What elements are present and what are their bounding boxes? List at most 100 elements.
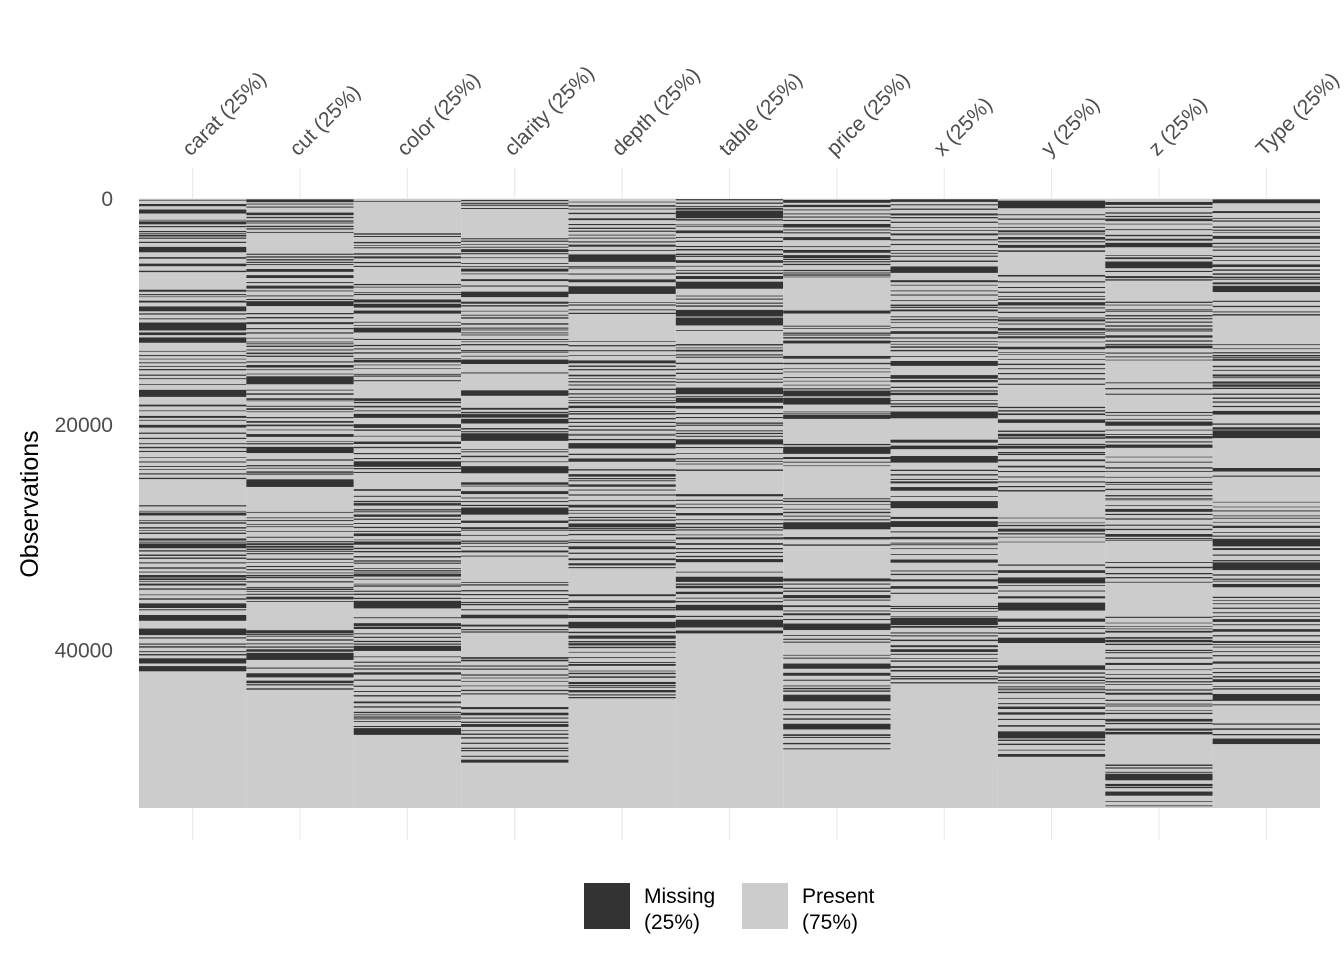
- missing-band: [461, 609, 569, 611]
- missing-band: [568, 212, 676, 215]
- missing-band: [675, 255, 784, 257]
- missing-band: [890, 290, 998, 292]
- missing-band: [461, 266, 569, 268]
- missing-band: [783, 443, 891, 446]
- missing-band: [675, 571, 784, 573]
- present-cells: [139, 199, 247, 808]
- missing-band: [783, 446, 891, 454]
- missing-band: [461, 730, 569, 732]
- missing-band: [246, 349, 354, 351]
- missing-band: [568, 378, 676, 379]
- missing-band: [997, 754, 1106, 757]
- missing-band: [139, 588, 247, 590]
- missing-band: [1105, 692, 1213, 695]
- missing-band: [568, 266, 676, 268]
- missing-band: [783, 714, 891, 716]
- missing-band: [461, 334, 569, 336]
- missing-band: [246, 225, 354, 228]
- missing-band: [675, 503, 784, 505]
- missing-band: [783, 414, 891, 419]
- missing-band: [675, 372, 784, 374]
- missing-band: [568, 539, 676, 541]
- missing-band: [353, 578, 462, 580]
- missing-band: [783, 498, 891, 500]
- missing-band: [246, 541, 354, 543]
- missing-band: [246, 253, 354, 255]
- missing-band: [461, 482, 569, 485]
- missing-band: [568, 641, 676, 643]
- missing-band: [890, 607, 998, 610]
- missing-band: [1212, 423, 1320, 425]
- missing-band: [139, 257, 247, 259]
- missing-band: [675, 559, 784, 563]
- missing-band: [353, 570, 462, 571]
- missing-band: [675, 270, 784, 271]
- missing-band: [353, 643, 462, 645]
- missing-band: [1212, 538, 1320, 547]
- missing-band: [997, 725, 1106, 727]
- missing-band: [353, 461, 462, 467]
- missing-band: [1105, 467, 1213, 469]
- missing-band: [1105, 444, 1213, 448]
- missing-band: [139, 658, 247, 664]
- missing-band: [353, 429, 462, 431]
- missing-band: [1212, 603, 1320, 605]
- missing-band: [461, 352, 569, 353]
- missing-band: [997, 731, 1106, 739]
- missing-band: [461, 624, 569, 627]
- missing-band: [783, 237, 891, 241]
- missing-band: [1105, 330, 1213, 332]
- missing-band: [1212, 242, 1320, 245]
- missing-band: [568, 286, 676, 294]
- missing-band: [139, 583, 247, 586]
- missing-band: [353, 571, 462, 573]
- missing-band: [246, 408, 354, 410]
- missing-band: [568, 227, 676, 229]
- missing-band: [568, 384, 676, 386]
- missing-band: [568, 621, 676, 629]
- missing-band: [139, 550, 247, 552]
- missing-band: [568, 393, 676, 395]
- missing-band: [246, 405, 354, 407]
- missing-band: [139, 527, 247, 529]
- missing-band: [568, 480, 676, 482]
- missing-band: [246, 536, 354, 538]
- missing-band: [246, 328, 354, 330]
- missing-band: [997, 317, 1106, 319]
- heatmap-column: [890, 199, 998, 808]
- missing-band: [461, 540, 569, 542]
- heatmap-column: [461, 199, 569, 808]
- missing-band: [675, 330, 784, 331]
- missing-band: [246, 593, 354, 595]
- missing-band: [246, 543, 354, 545]
- present-cells: [1105, 199, 1213, 808]
- missing-band: [246, 443, 354, 445]
- missing-band: [1105, 689, 1213, 691]
- legend-swatch: [584, 883, 630, 929]
- missing-band: [461, 249, 569, 253]
- missing-band: [1105, 279, 1213, 281]
- missing-band: [675, 248, 784, 251]
- missing-band: [353, 283, 462, 286]
- missing-band: [568, 421, 676, 423]
- missing-band: [997, 413, 1106, 416]
- missing-band: [1212, 734, 1320, 736]
- missing-band: [139, 241, 247, 243]
- missing-band: [1105, 771, 1213, 773]
- missing-band: [675, 519, 784, 521]
- missing-band: [461, 202, 569, 204]
- missing-band: [675, 529, 784, 531]
- missing-band: [568, 494, 676, 496]
- missing-band: [461, 461, 569, 463]
- missing-band: [997, 632, 1106, 634]
- missing-band: [461, 685, 569, 687]
- missing-band: [890, 217, 998, 219]
- missing-band: [1105, 616, 1213, 618]
- missing-band: [783, 263, 891, 266]
- missing-band: [997, 570, 1106, 573]
- missing-band: [568, 388, 676, 390]
- missing-band: [461, 689, 569, 692]
- missing-band: [997, 465, 1106, 468]
- missing-band: [568, 374, 676, 377]
- missing-band: [353, 539, 462, 541]
